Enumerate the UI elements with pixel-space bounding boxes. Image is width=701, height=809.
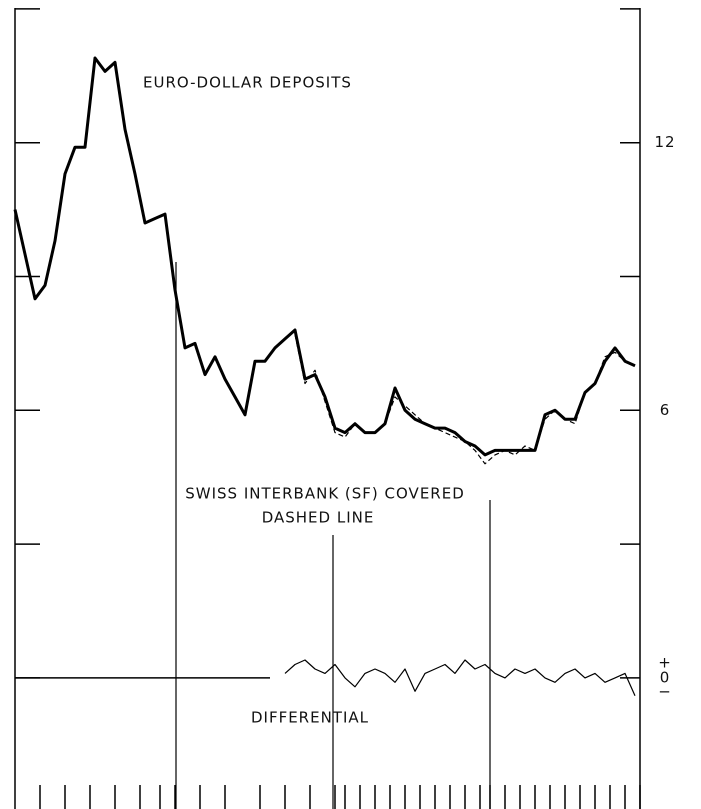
series-label: EURO-DOLLAR DEPOSITS: [143, 74, 352, 92]
series-line: [294, 334, 636, 465]
series-line: [13, 56, 636, 457]
zero-sign: −: [658, 682, 672, 700]
y-tick-label: 6: [660, 401, 671, 419]
y-tick-label: 0: [660, 668, 671, 686]
y-tick-label: 12: [654, 133, 675, 151]
series-label: DIFFERENTIAL: [251, 709, 369, 727]
series-label: SWISS INTERBANK (SF) COVERED: [185, 485, 465, 503]
zero-sign: +: [658, 653, 672, 671]
series-line: [284, 659, 636, 696]
annotation: DASHED LINE: [262, 509, 375, 527]
